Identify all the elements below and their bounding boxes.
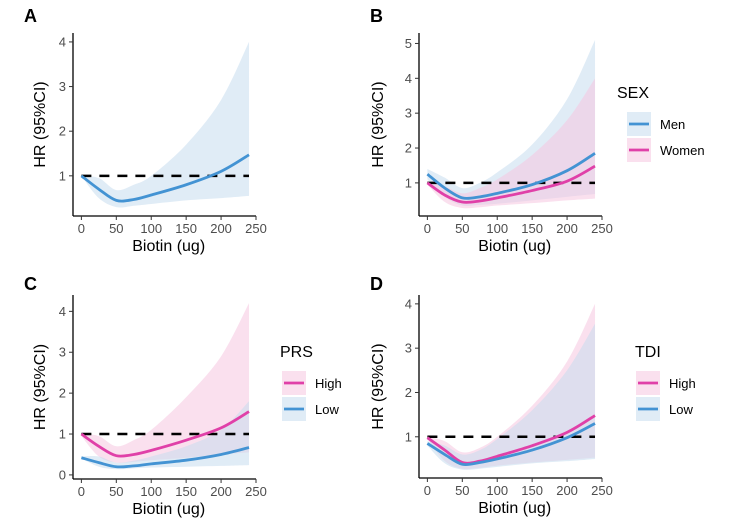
x-tick-label: 50	[455, 221, 469, 236]
y-axis-title: HR (95%CI)	[370, 81, 387, 167]
y-tick-label: 4	[59, 34, 66, 49]
y-tick-label: 2	[59, 124, 66, 139]
legend: TDI High Low	[635, 344, 696, 421]
x-tick-label: 200	[556, 483, 578, 498]
x-tick-label: 0	[78, 484, 85, 499]
x-tick-label: 250	[591, 221, 613, 236]
panel-b: B 0 50 100 150 200 250 1 2 3 4 5 Biotin (ug) HR (95%C…	[370, 6, 705, 255]
y-tick-label: 3	[405, 341, 412, 356]
ci-ribbon-high	[81, 303, 250, 463]
y-tick-label: 3	[59, 345, 66, 360]
series-line-overall	[80, 153, 250, 203]
legend-title: TDI	[635, 344, 661, 361]
y-tick-label: 1	[405, 429, 412, 444]
y-tick-label: 1	[405, 175, 412, 190]
series-line-high	[426, 414, 596, 465]
y-tick-label: 4	[405, 71, 412, 86]
legend-title: SEX	[617, 85, 649, 102]
x-tick-label: 100	[486, 483, 508, 498]
y-tick-label: 1	[59, 427, 66, 442]
legend: SEX Men Women	[617, 85, 705, 162]
x-tick-label: 150	[521, 221, 543, 236]
x-tick-label: 200	[210, 484, 232, 499]
panel-d: D 0 50 100 150 200 250 1 2 3 4 Biotin (ug) HR (95%CI…	[370, 274, 696, 517]
legend-label: Low	[315, 402, 339, 417]
x-tick-label: 150	[175, 221, 197, 236]
legend-label: High	[669, 376, 696, 391]
x-tick-label: 100	[140, 221, 162, 236]
panel-a: A 0 50 100 150 200 250 1 2 3 4 Biotin (ug) HR (95%CI…	[24, 6, 267, 255]
x-tick-label: 100	[486, 221, 508, 236]
y-tick-label: 2	[405, 141, 412, 156]
panel-letter: A	[24, 6, 37, 26]
y-tick-label: 1	[59, 168, 66, 183]
ci-ribbon-low	[81, 401, 250, 470]
legend-label: High	[315, 376, 342, 391]
y-tick-label: 4	[59, 304, 66, 319]
legend-title: PRS	[280, 344, 313, 361]
x-tick-label: 200	[210, 221, 232, 236]
y-tick-label: 2	[405, 385, 412, 400]
x-axis-title: Biotin (ug)	[478, 238, 551, 255]
x-tick-label: 50	[109, 484, 123, 499]
series-line-men	[426, 152, 596, 200]
panel-letter: B	[370, 6, 383, 26]
x-tick-label: 200	[556, 221, 578, 236]
x-tick-label: 150	[175, 484, 197, 499]
ci-ribbon-low	[427, 323, 596, 470]
x-tick-label: 250	[245, 221, 267, 236]
x-tick-label: 50	[109, 221, 123, 236]
y-axis-title: HR (95%CI)	[370, 343, 387, 429]
y-tick-label: 5	[405, 36, 412, 51]
panel-letter: D	[370, 274, 383, 294]
x-axis-title: Biotin (ug)	[132, 501, 205, 518]
x-axis-title: Biotin (ug)	[478, 500, 551, 517]
ci-ribbon-overall	[81, 41, 250, 208]
y-tick-label: 3	[59, 79, 66, 94]
x-tick-label: 50	[455, 483, 469, 498]
series-line-low	[426, 422, 596, 467]
y-tick-label: 2	[59, 386, 66, 401]
legend-label: Men	[660, 117, 685, 132]
y-axis-title: HR (95%CI)	[32, 81, 49, 167]
x-tick-label: 250	[245, 484, 267, 499]
x-tick-label: 150	[521, 483, 543, 498]
legend-label: Low	[669, 402, 693, 417]
x-axis-title: Biotin (ug)	[132, 238, 205, 255]
y-tick-label: 3	[405, 106, 412, 121]
x-tick-label: 0	[424, 483, 431, 498]
x-tick-label: 0	[78, 221, 85, 236]
series-line-high	[80, 410, 250, 458]
legend-label: Women	[660, 143, 705, 158]
panel-c: C 0 50 100 150 200 250 0 1 2 3 4 Biotin (ug) HR (95%C…	[24, 274, 342, 518]
y-tick-label: 0	[59, 467, 66, 482]
x-tick-label: 100	[140, 484, 162, 499]
panel-letter: C	[24, 274, 37, 294]
x-tick-label: 0	[424, 221, 431, 236]
x-tick-label: 250	[591, 483, 613, 498]
series-line-low	[81, 446, 250, 469]
y-axis-title: HR (95%CI)	[32, 344, 49, 430]
y-tick-label: 4	[405, 296, 412, 311]
series-line-women	[426, 164, 596, 204]
